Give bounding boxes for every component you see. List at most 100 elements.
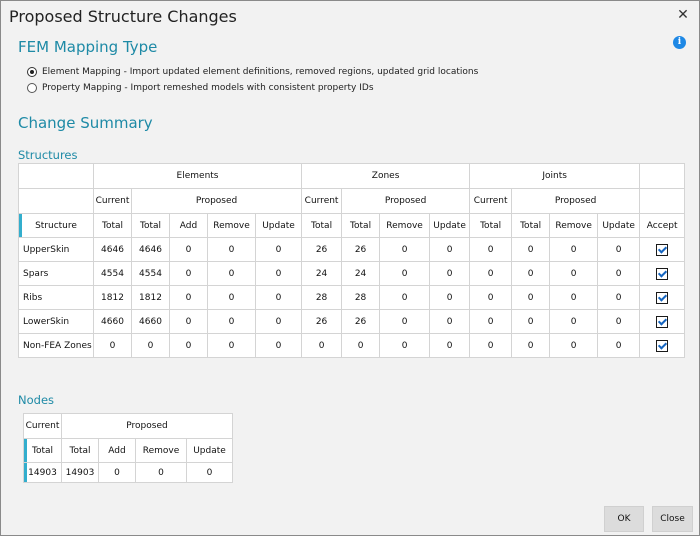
table-cell: 0 bbox=[207, 309, 256, 334]
column-header-14: Accept bbox=[639, 213, 686, 238]
radio-property-mapping[interactable]: Property Mapping - Import remeshed model… bbox=[27, 81, 374, 95]
accept-checkbox[interactable] bbox=[656, 339, 669, 352]
accept-checkbox[interactable] bbox=[656, 315, 669, 328]
elements-current: Current bbox=[93, 188, 132, 214]
table-cell: 0 bbox=[169, 285, 208, 310]
table-cell: 0 bbox=[341, 333, 381, 358]
table-cell: 28 bbox=[341, 285, 381, 310]
zones-proposed: Proposed bbox=[341, 188, 471, 214]
table-cell: 0 bbox=[469, 309, 513, 334]
accept-cell bbox=[639, 309, 686, 334]
nodes-cell: 14903 bbox=[23, 462, 62, 483]
column-header-4: Remove bbox=[207, 213, 256, 238]
column-header-8: Remove bbox=[379, 213, 431, 238]
table-cell: 0 bbox=[207, 261, 256, 286]
table-cell: 4554 bbox=[131, 261, 170, 286]
table-cell: 0 bbox=[379, 333, 431, 358]
table-cell: 0 bbox=[597, 285, 641, 310]
table-cell: 0 bbox=[469, 261, 513, 286]
table-cell: 0 bbox=[511, 333, 551, 358]
structure-name: Ribs bbox=[18, 285, 94, 310]
close-button[interactable]: Close bbox=[652, 506, 693, 532]
nodes-cell: 0 bbox=[135, 462, 187, 483]
table-cell: 0 bbox=[597, 261, 641, 286]
table-cell: 0 bbox=[301, 333, 343, 358]
joints-proposed: Proposed bbox=[511, 188, 641, 214]
column-header-1: Total bbox=[93, 213, 132, 238]
table-cell: 0 bbox=[379, 237, 431, 262]
table-cell: 0 bbox=[597, 309, 641, 334]
table-cell: 1812 bbox=[131, 285, 170, 310]
info-icon[interactable]: i bbox=[673, 36, 686, 49]
table-cell: 0 bbox=[169, 309, 208, 334]
corner-cell-accept bbox=[639, 163, 686, 189]
nodes-column-header-4: Update bbox=[186, 438, 233, 463]
nodes-column-header-row: Total Total Add Remove Update bbox=[23, 438, 233, 463]
group-joints: Joints bbox=[469, 163, 641, 189]
table-cell: 26 bbox=[301, 237, 343, 262]
column-header-0: Structure bbox=[18, 213, 94, 238]
table-cell: 0 bbox=[379, 261, 431, 286]
table-cell: 0 bbox=[429, 285, 471, 310]
title-bar: Proposed Structure Changes ✕ bbox=[1, 1, 699, 35]
ok-button[interactable]: OK bbox=[604, 506, 644, 532]
table-cell: 0 bbox=[379, 309, 431, 334]
table-cell: 4646 bbox=[93, 237, 132, 262]
elements-proposed: Proposed bbox=[130, 188, 303, 214]
corner-cell-accept bbox=[639, 188, 686, 214]
accept-cell bbox=[639, 285, 686, 310]
joints-current: Current bbox=[469, 188, 513, 214]
table-cell: 0 bbox=[597, 237, 641, 262]
structures-table: Elements Zones Joints Current Proposed C… bbox=[18, 163, 686, 358]
column-header-9: Update bbox=[429, 213, 471, 238]
table-cell: 0 bbox=[93, 333, 132, 358]
table-cell: 0 bbox=[254, 261, 303, 286]
table-cell: 0 bbox=[511, 261, 551, 286]
table-cell: 0 bbox=[597, 333, 641, 358]
table-cell: 0 bbox=[207, 333, 256, 358]
summary-heading: Change Summary bbox=[18, 114, 153, 132]
accept-checkbox[interactable] bbox=[656, 243, 669, 256]
table-row: UpperSkin 4646 4646 0 0 0 26 26 0 0 0 0 0 0 bbox=[18, 237, 686, 262]
nodes-cell: 0 bbox=[98, 462, 136, 483]
table-cell: 0 bbox=[429, 333, 471, 358]
radio-selected-icon[interactable] bbox=[27, 67, 37, 77]
nodes-current: Current bbox=[23, 413, 62, 439]
table-cell: 0 bbox=[429, 261, 471, 286]
nodes-heading: Nodes bbox=[18, 393, 55, 407]
table-row: LowerSkin 4660 4660 0 0 0 26 26 0 0 0 0 0 0 bbox=[18, 309, 686, 334]
table-cell: 26 bbox=[341, 237, 381, 262]
table-cell: 0 bbox=[429, 237, 471, 262]
column-header-13: Update bbox=[597, 213, 641, 238]
nodes-column-header-3: Remove bbox=[135, 438, 187, 463]
structures-heading: Structures bbox=[18, 148, 78, 162]
accept-checkbox[interactable] bbox=[656, 267, 669, 280]
table-cell: 28 bbox=[301, 285, 343, 310]
structure-name: Non-FEA Zones bbox=[18, 333, 94, 358]
table-cell: 0 bbox=[549, 333, 599, 358]
column-header-10: Total bbox=[469, 213, 513, 238]
table-cell: 0 bbox=[169, 237, 208, 262]
table-cell: 0 bbox=[511, 285, 551, 310]
structure-name: Spars bbox=[18, 261, 94, 286]
column-header-3: Add bbox=[169, 213, 208, 238]
table-cell: 0 bbox=[254, 285, 303, 310]
column-header-11: Total bbox=[511, 213, 551, 238]
nodes-table: Current Proposed Total Total Add Remove Upda… bbox=[23, 413, 233, 483]
table-cell: 26 bbox=[341, 309, 381, 334]
nodes-column-header-2: Add bbox=[98, 438, 136, 463]
table-cell: 4660 bbox=[131, 309, 170, 334]
accept-checkbox[interactable] bbox=[656, 291, 669, 304]
table-row: Ribs 1812 1812 0 0 0 28 28 0 0 0 0 0 0 bbox=[18, 285, 686, 310]
table-cell: 0 bbox=[169, 261, 208, 286]
radio-element-mapping[interactable]: Element Mapping - Import updated element… bbox=[27, 65, 478, 79]
table-cell: 0 bbox=[207, 237, 256, 262]
table-cell: 0 bbox=[549, 285, 599, 310]
corner-cell bbox=[18, 163, 94, 189]
accept-cell bbox=[639, 333, 686, 358]
radio-unselected-icon[interactable] bbox=[27, 83, 37, 93]
close-icon[interactable]: ✕ bbox=[677, 7, 689, 23]
table-cell: 4646 bbox=[131, 237, 170, 262]
radio-element-mapping-label: Element Mapping - Import updated element… bbox=[42, 67, 479, 77]
